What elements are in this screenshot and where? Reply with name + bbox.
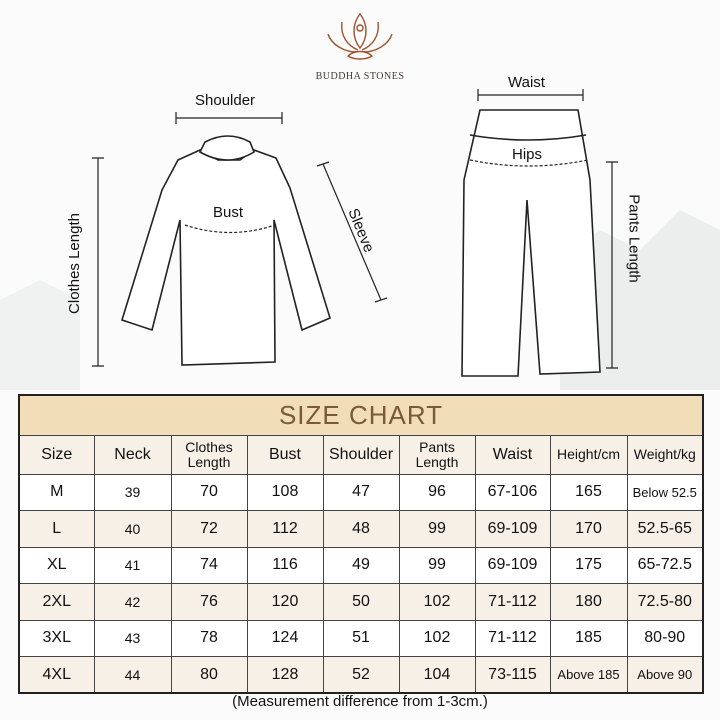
table-cell: M xyxy=(18,473,95,511)
table-cell: 165 xyxy=(549,473,628,511)
header-cell: Pants Length xyxy=(398,434,476,475)
table-cell: 72.5-80 xyxy=(626,583,704,621)
table-cell: 185 xyxy=(549,619,628,657)
header-cell: Weight/kg xyxy=(626,434,704,475)
table-cell: 40 xyxy=(93,510,172,548)
table-cell: 108 xyxy=(246,473,324,511)
table-row: L 40 72 112 48 99 69-109 170 52.5-65 xyxy=(18,510,704,548)
clothes-length-label: Clothes Length xyxy=(65,213,83,314)
table-cell: 48 xyxy=(322,510,400,548)
table-cell: 4XL xyxy=(18,656,95,694)
table-cell: L xyxy=(18,510,95,548)
table-row: 2XL 42 76 120 50 102 71-112 180 72.5-80 xyxy=(18,583,704,621)
table-cell: 99 xyxy=(398,546,476,584)
table-cell: 2XL xyxy=(18,583,95,621)
table-cell: 72 xyxy=(170,510,248,548)
table-row: M 39 70 108 47 96 67-106 165 Below 52.5 xyxy=(18,473,704,511)
table-cell: 47 xyxy=(322,473,400,511)
table-cell: Above 90 xyxy=(626,656,704,694)
table-row: 3XL 43 78 124 51 102 71-112 185 80-90 xyxy=(18,619,704,657)
header-cell: Size xyxy=(18,434,95,475)
table-cell: 44 xyxy=(93,656,172,694)
table-cell: 96 xyxy=(398,473,476,511)
table-cell: 74 xyxy=(170,546,248,584)
table-cell: 39 xyxy=(93,473,172,511)
table-cell: 78 xyxy=(170,619,248,657)
table-cell: 67-106 xyxy=(474,473,551,511)
lotus-meditation-icon xyxy=(327,12,393,60)
header-cell: Bust xyxy=(246,434,324,475)
shoulder-label: Shoulder xyxy=(195,92,256,109)
table-cell: 41 xyxy=(93,546,172,584)
table-cell: 52.5-65 xyxy=(626,510,704,548)
table-cell: 170 xyxy=(549,510,628,548)
brand-name: BUDDHA STONES xyxy=(315,71,405,82)
measurement-note: (Measurement difference from 1-3cm.) xyxy=(232,693,488,710)
header-cell: Height/cm xyxy=(549,434,628,475)
header-cell: Shoulder xyxy=(322,434,400,475)
table-cell: 80-90 xyxy=(626,619,704,657)
table-cell: XL xyxy=(18,546,95,584)
table-cell: 76 xyxy=(170,583,248,621)
table-cell: 52 xyxy=(322,656,400,694)
garment-diagrams xyxy=(92,89,618,377)
pants-length-label: Pants Length xyxy=(625,194,643,283)
table-cell: 175 xyxy=(549,546,628,584)
table-cell: 51 xyxy=(322,619,400,657)
bust-label: Bust xyxy=(213,204,244,221)
table-cell: Above 185 xyxy=(549,656,628,694)
table-cell: 124 xyxy=(246,619,324,657)
table-cell: 104 xyxy=(398,656,476,694)
table-cell: 42 xyxy=(93,583,172,621)
size-chart-table: SIZE CHART Size Neck Clothes Length Bust… xyxy=(18,394,704,694)
table-cell: 71-112 xyxy=(474,583,551,621)
table-cell: 120 xyxy=(246,583,324,621)
table-cell: 80 xyxy=(170,656,248,694)
size-chart-title: SIZE CHART xyxy=(18,394,704,436)
table-cell: 49 xyxy=(322,546,400,584)
top-outline xyxy=(121,149,331,366)
table-row: 4XL 44 80 128 52 104 73-115 Above 185 Above 90 xyxy=(18,656,704,694)
waist-label: Waist xyxy=(508,74,545,91)
table-cell: Below 52.5 xyxy=(626,473,704,511)
table-cell: 180 xyxy=(549,583,628,621)
header-row: Size Neck Clothes Length Bust Shoulder P… xyxy=(18,434,704,475)
table-cell: 69-109 xyxy=(474,510,551,548)
table-cell: 69-109 xyxy=(474,546,551,584)
table-row: XL 41 74 116 49 99 69-109 175 65-72.5 xyxy=(18,546,704,584)
table-cell: 112 xyxy=(246,510,324,548)
table-cell: 116 xyxy=(246,546,324,584)
table-cell: 43 xyxy=(93,619,172,657)
table-cell: 102 xyxy=(398,619,476,657)
header-cell: Waist xyxy=(474,434,551,475)
table-cell: 65-72.5 xyxy=(626,546,704,584)
pants-outline xyxy=(461,109,601,377)
table-cell: 102 xyxy=(398,583,476,621)
table-cell: 73-115 xyxy=(474,656,551,694)
table-cell: 71-112 xyxy=(474,619,551,657)
header-cell: Clothes Length xyxy=(170,434,248,475)
table-cell: 3XL xyxy=(18,619,95,657)
table-cell: 99 xyxy=(398,510,476,548)
hips-label: Hips xyxy=(512,146,543,163)
table-cell: 50 xyxy=(322,583,400,621)
brand-logo: BUDDHA STONES xyxy=(300,8,420,82)
table-cell: 70 xyxy=(170,473,248,511)
table-cell: 128 xyxy=(246,656,324,694)
header-cell: Neck xyxy=(93,434,172,475)
